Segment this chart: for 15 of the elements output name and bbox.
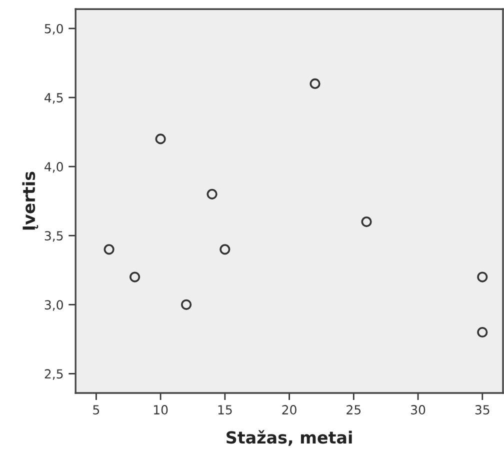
y-axis-title: Įvertis	[22, 172, 38, 230]
x-tick-label: 15	[218, 405, 232, 414]
x-tick-label: 20	[282, 405, 296, 414]
x-axis-title: Stažas, metai	[226, 430, 352, 446]
x-tick-label: 5	[93, 405, 100, 414]
x-tick-label: 10	[154, 405, 168, 414]
y-tick-label: 2,5	[44, 369, 63, 380]
y-tick-label: 4,0	[44, 162, 63, 173]
x-tick-label: 35	[475, 405, 490, 414]
y-tick-label: 5,0	[44, 24, 63, 35]
x-tick-label: 30	[411, 405, 426, 414]
x-tick-label: 25	[346, 405, 361, 414]
y-tick-label: 4,5	[44, 93, 63, 104]
y-tick-label: 3,5	[44, 231, 63, 242]
y-tick-label: 3,0	[44, 300, 63, 311]
